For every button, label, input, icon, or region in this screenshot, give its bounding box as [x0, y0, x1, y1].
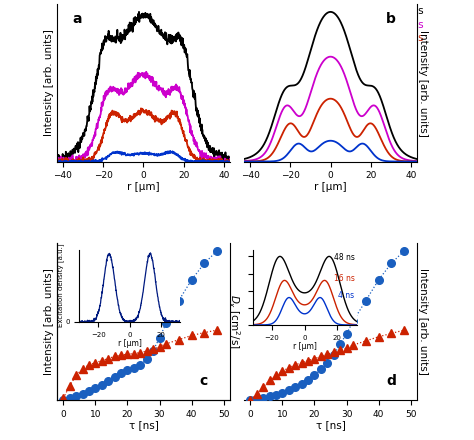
- Y-axis label: Intensity [arb. units]: Intensity [arb. units]: [44, 268, 54, 375]
- X-axis label: τ [ns]: τ [ns]: [316, 421, 346, 430]
- Legend: 48 ns, 32 ns, 16 ns, 4 ns: 48 ns, 32 ns, 16 ns, 4 ns: [368, 7, 424, 56]
- Text: c: c: [199, 374, 207, 388]
- X-axis label: r [μm]: r [μm]: [127, 182, 160, 192]
- Text: d: d: [386, 374, 396, 388]
- Text: b: b: [386, 12, 396, 26]
- X-axis label: r [μm]: r [μm]: [314, 182, 347, 192]
- Text: a: a: [73, 12, 82, 26]
- Y-axis label: Intensity [arb. units]: Intensity [arb. units]: [418, 268, 428, 375]
- Y-axis label: Intensity [arb. units]: Intensity [arb. units]: [418, 29, 428, 136]
- X-axis label: τ [ns]: τ [ns]: [128, 421, 158, 430]
- Y-axis label: $D_x$ [cm$^2$/s]: $D_x$ [cm$^2$/s]: [226, 294, 241, 349]
- Y-axis label: Intensity [arb. units]: Intensity [arb. units]: [44, 29, 54, 136]
